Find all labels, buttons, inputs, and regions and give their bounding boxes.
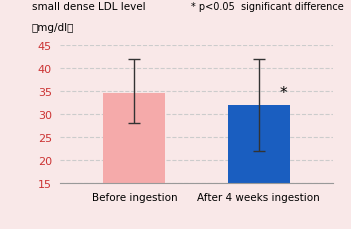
Bar [103,94,165,183]
Text: small dense LDL level: small dense LDL level [32,2,145,12]
Text: （mg/dl）: （mg/dl） [32,23,74,33]
Text: *: * [280,86,287,101]
Text: * p<0.05  significant difference: * p<0.05 significant difference [191,2,344,12]
Bar [228,105,290,183]
